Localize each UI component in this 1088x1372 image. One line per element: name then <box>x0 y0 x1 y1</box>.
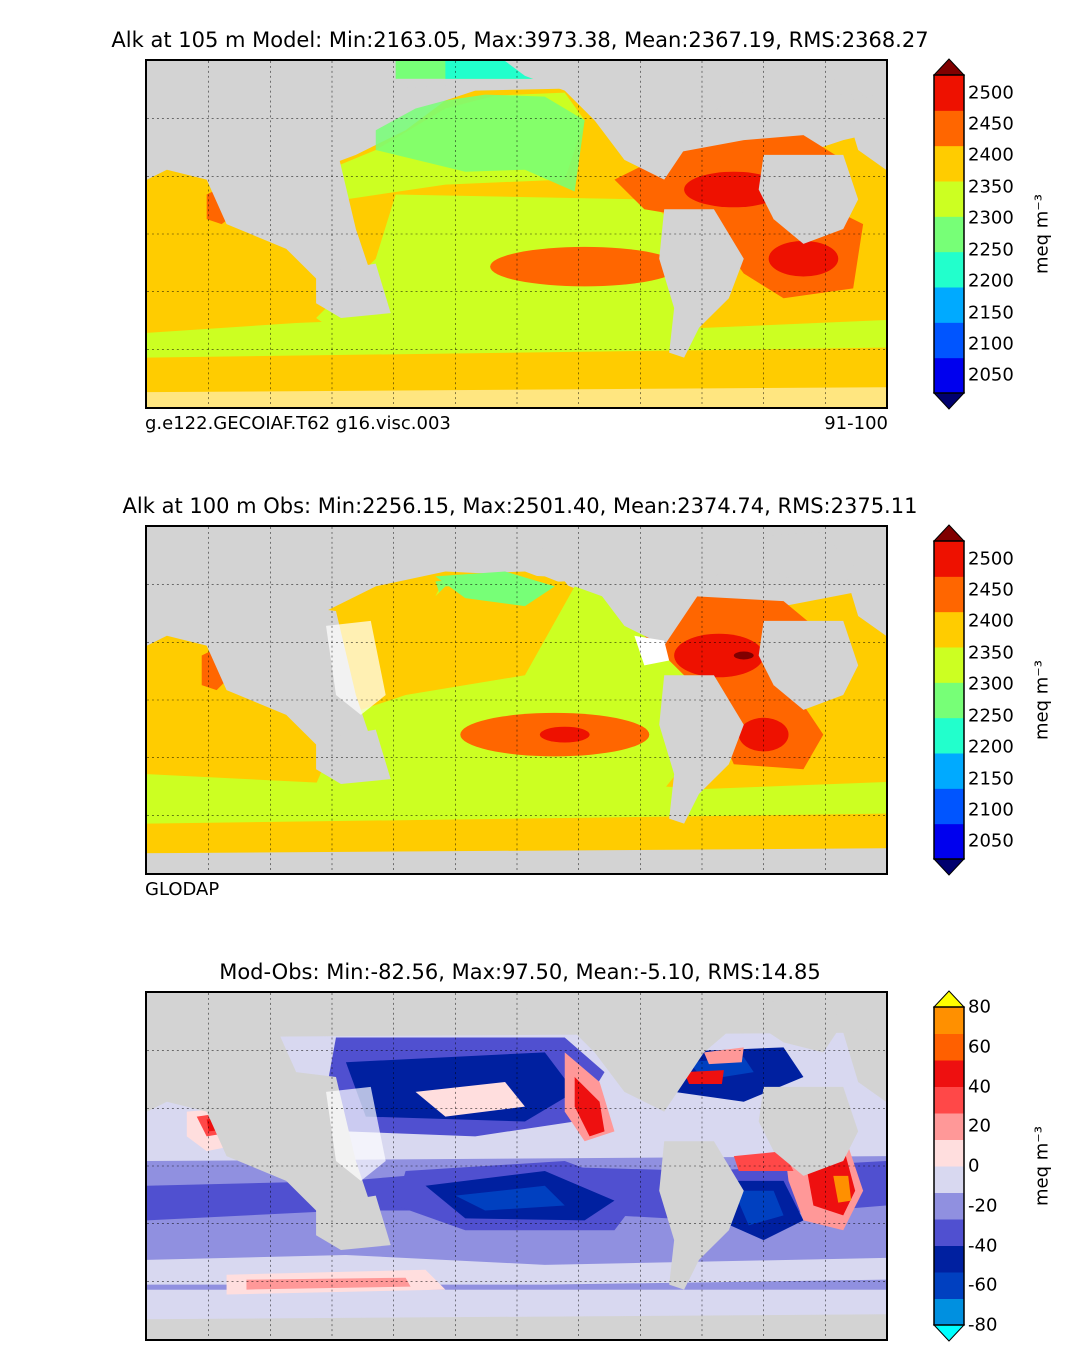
ocean-map <box>145 991 888 1341</box>
colorbar-tick-label: 0 <box>968 1155 980 1177</box>
colorbar-tick-label: 2350 <box>968 642 1014 664</box>
colorbar-graphic <box>932 58 966 410</box>
colorbar-graphic <box>932 990 966 1342</box>
colorbar-tick-label: 2050 <box>968 830 1014 852</box>
colorbar-tick-label: 2500 <box>968 548 1014 570</box>
colorbar-tick-label: 2300 <box>968 673 1014 695</box>
source-label: GLODAP <box>145 879 220 900</box>
case-label: g.e122.GECOIAF.T62 g16.visc.003 <box>145 413 451 434</box>
colorbar-tick-label: 2200 <box>968 270 1014 292</box>
colorbar-tick-label: 2450 <box>968 113 1014 135</box>
colorbar-tick-label: 2100 <box>968 333 1014 355</box>
colorbar-tick-label: 2200 <box>968 736 1014 758</box>
colorbar-tick-label: 2250 <box>968 239 1014 261</box>
colorbar-tick-label: -80 <box>968 1314 998 1336</box>
colorbar-tick-label: 20 <box>968 1115 991 1137</box>
colorbar <box>932 58 966 410</box>
panel-title: Alk at 105 m Model: Min:2163.05, Max:397… <box>111 28 929 52</box>
colorbar-tick-label: 2500 <box>968 82 1014 104</box>
colorbar-unit: meq m⁻³ <box>1031 659 1053 741</box>
colorbar-tick-label: 2350 <box>968 176 1014 198</box>
colorbar-tick-label: 60 <box>968 1036 991 1058</box>
colorbar-graphic <box>932 524 966 876</box>
ocean-map <box>145 59 888 409</box>
colorbar-tick-label: 2100 <box>968 799 1014 821</box>
colorbar-tick-label: 2250 <box>968 705 1014 727</box>
colorbar-unit: meq m⁻³ <box>1031 193 1053 275</box>
colorbar-tick-label: 40 <box>968 1076 991 1097</box>
colorbar-tick-label: 2050 <box>968 364 1014 386</box>
contour-field <box>147 61 886 407</box>
colorbar-tick-label: 2300 <box>968 207 1014 229</box>
panel-title: Alk at 100 m Obs: Min:2256.15, Max:2501.… <box>122 494 918 518</box>
contour-field <box>147 527 886 873</box>
years-label: 91-100 <box>824 413 888 434</box>
contour-field <box>147 993 886 1339</box>
colorbar-tick-label: 2150 <box>968 302 1014 324</box>
colorbar-unit: meq m⁻³ <box>1031 1125 1053 1207</box>
colorbar-tick-label: -20 <box>968 1195 998 1217</box>
colorbar-tick-label: 2400 <box>968 610 1014 632</box>
colorbar <box>932 524 966 876</box>
colorbar <box>932 990 966 1342</box>
colorbar-tick-label: 2400 <box>968 144 1014 166</box>
colorbar-tick-label: 80 <box>968 996 991 1018</box>
colorbar-tick-label: 2150 <box>968 768 1014 790</box>
colorbar-tick-label: 2450 <box>968 579 1014 601</box>
ocean-map <box>145 525 888 875</box>
colorbar-tick-label: -40 <box>968 1235 998 1256</box>
colorbar-tick-label: -60 <box>968 1274 998 1296</box>
panel-title: Mod-Obs: Min:-82.56, Max:97.50, Mean:-5.… <box>219 960 821 984</box>
